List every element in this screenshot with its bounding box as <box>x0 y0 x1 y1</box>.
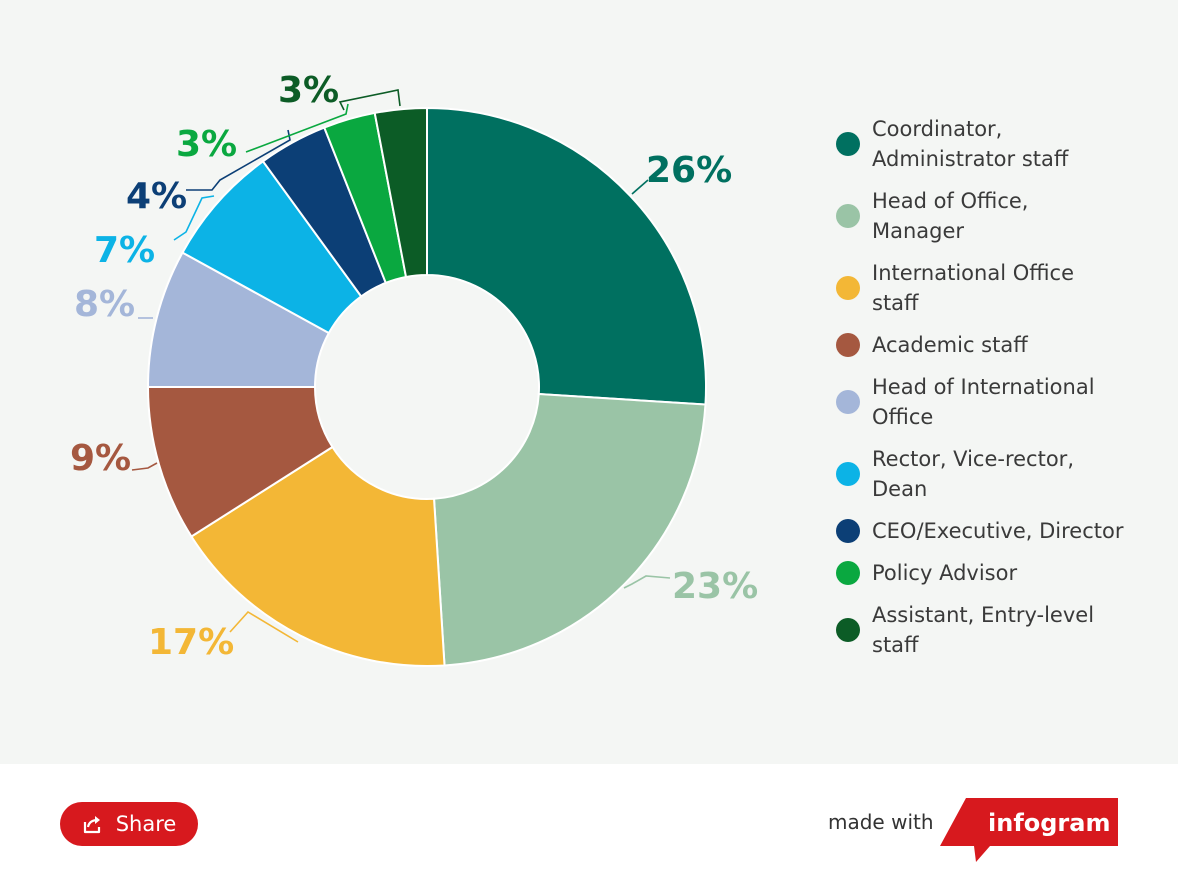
legend-label-line: Academic staff <box>872 333 1028 357</box>
legend-item-coordinator-administrator-staff[interactable]: Coordinator, Administrator staff <box>836 114 1132 174</box>
value-label-head-of-international-office: 8% <box>74 284 135 325</box>
legend-label: Head of International Office <box>872 372 1132 432</box>
legend-item-head-of-office-manager[interactable]: Head of Office, Manager <box>836 186 1132 246</box>
legend-label-line: International Office <box>872 261 1075 285</box>
donut-slices <box>146 106 707 667</box>
value-label-head-of-office-manager: 23% <box>672 566 758 607</box>
legend-swatch <box>836 132 860 156</box>
legend-label-line: Office <box>872 405 934 429</box>
share-button[interactable]: Share <box>60 802 198 846</box>
legend-label-line: Head of International <box>872 375 1095 399</box>
legend-swatch <box>836 462 860 486</box>
leader-line-assistant-entry-level-staff <box>338 89 401 111</box>
leader-line-ceo-executive-director <box>186 129 291 191</box>
slice-coordinator-administrator-staff[interactable] <box>426 106 707 406</box>
legend-label-line: Dean <box>872 477 928 501</box>
value-label-coordinator-administrator-staff: 26% <box>646 150 732 191</box>
legend-label-line: Head of Office, <box>872 189 1029 213</box>
slice-assistant-entry-level-staff[interactable] <box>373 106 428 279</box>
value-label-academic-staff: 9% <box>70 438 131 479</box>
legend-swatch <box>836 333 860 357</box>
legend-label-line: Rector, Vice-rector, <box>872 447 1074 471</box>
legend-label: Rector, Vice-rector, Dean <box>872 444 1132 504</box>
leader-line-policy-advisor <box>245 103 349 153</box>
legend-swatch <box>836 618 860 642</box>
legend-label-line: Policy Advisor <box>872 561 1018 585</box>
legend-swatch <box>836 390 860 414</box>
share-icon <box>83 816 100 834</box>
label-leader-lines <box>131 89 671 643</box>
legend-label-line: Coordinator, <box>872 117 1003 141</box>
legend-swatch <box>836 561 860 585</box>
slice-head-of-office-manager[interactable] <box>432 392 707 667</box>
slice-international-office-staff[interactable] <box>190 445 446 667</box>
share-label: Share <box>115 812 177 836</box>
logo-background <box>940 798 1118 862</box>
infogram-logo[interactable]: infogram <box>940 798 1118 862</box>
legend-label-line: CEO/Executive, Director <box>872 519 1124 543</box>
legend-label: CEO/Executive, Director <box>872 516 1132 546</box>
value-label-ceo-executive-director: 4% <box>126 176 187 217</box>
legend-item-assistant-entry-level-staff[interactable]: Assistant, Entry-level staff <box>836 600 1132 660</box>
legend-item-ceo-executive-director[interactable]: CEO/Executive, Director <box>836 516 1132 546</box>
legend-label: Coordinator, Administrator staff <box>872 114 1132 174</box>
footer: Share made with infogram <box>0 764 1178 884</box>
chart-area: 26% 23% 17% 9% 8% 7% 4% 3% 3% Coordinator, Admini… <box>0 0 1178 764</box>
legend-item-head-of-international-office[interactable]: Head of International Office <box>836 372 1132 432</box>
value-label-assistant-entry-level-staff: 3% <box>278 70 339 111</box>
leader-line-coordinator-administrator-staff <box>631 179 649 195</box>
legend-label-line: Assistant, Entry-level <box>872 603 1095 627</box>
legend-label-line: Administrator staff <box>872 147 1069 171</box>
legend-item-policy-advisor[interactable]: Policy Advisor <box>836 558 1132 588</box>
legend-item-academic-staff[interactable]: Academic staff <box>836 330 1132 360</box>
legend-label: Head of Office, Manager <box>872 186 1132 246</box>
leader-line-academic-staff <box>131 462 158 471</box>
made-with-text: made with <box>828 810 934 834</box>
leader-line-head-of-office-manager <box>623 575 671 589</box>
legend-label-line: Manager <box>872 219 965 243</box>
leader-line-rector-vice-rector-dean <box>173 195 215 241</box>
legend-item-international-office-staff[interactable]: International Office staff <box>836 258 1132 318</box>
value-label-policy-advisor: 3% <box>176 124 237 165</box>
legend-label: Assistant, Entry-level staff <box>872 600 1132 660</box>
value-label-international-office-staff: 17% <box>148 622 234 663</box>
legend-label-line: staff <box>872 291 919 315</box>
value-labels: 26% 23% 17% 9% 8% 7% 4% 3% 3% <box>70 70 758 663</box>
legend-swatch <box>836 519 860 543</box>
legend-label: International Office staff <box>872 258 1132 318</box>
legend-swatch <box>836 276 860 300</box>
value-label-rector-vice-rector-dean: 7% <box>94 230 155 271</box>
legend-item-rector-vice-rector-dean[interactable]: Rector, Vice-rector, Dean <box>836 444 1132 504</box>
legend-label-line: staff <box>872 633 919 657</box>
legend-label: Policy Advisor <box>872 558 1132 588</box>
leader-line-international-office-staff <box>229 610 299 643</box>
donut-chart: 26% 23% 17% 9% 8% 7% 4% 3% 3% <box>70 70 758 667</box>
legend-label: Academic staff <box>872 330 1132 360</box>
logo-text: infogram <box>988 809 1110 837</box>
legend-swatch <box>836 204 860 228</box>
